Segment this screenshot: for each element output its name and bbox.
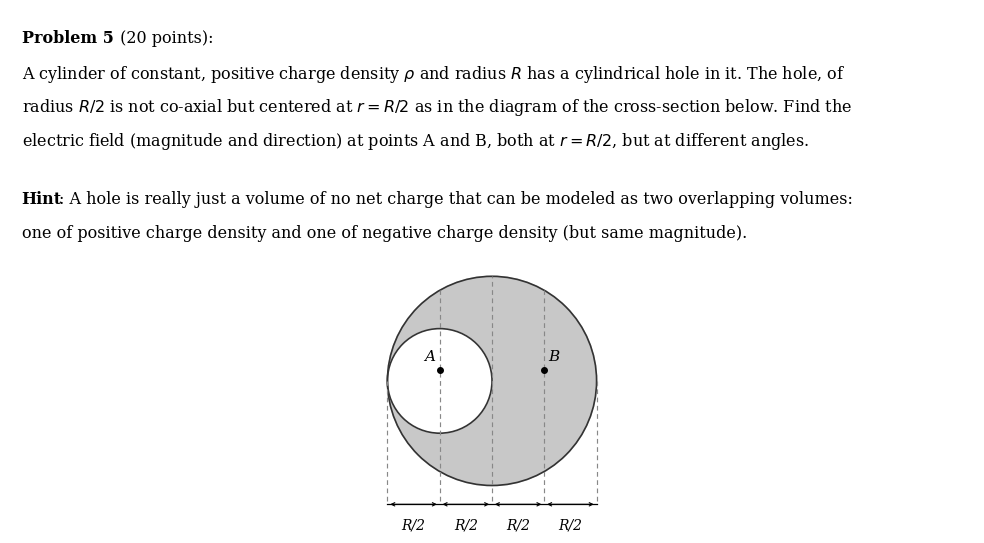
Text: A: A (424, 350, 435, 364)
Circle shape (388, 276, 596, 485)
Text: electric field (magnitude and direction) at points A and B, both at $r = R/2$, b: electric field (magnitude and direction)… (22, 131, 809, 152)
Text: A cylinder of constant, positive charge density $\rho$ and radius $R$ has a cyli: A cylinder of constant, positive charge … (22, 64, 845, 85)
Text: R/2: R/2 (559, 519, 583, 533)
Text: Problem 5: Problem 5 (22, 30, 113, 47)
Text: R/2: R/2 (454, 519, 478, 533)
Text: Hint: Hint (22, 192, 62, 209)
Circle shape (388, 329, 492, 433)
Text: (20 points):: (20 points): (115, 30, 214, 47)
Text: R/2: R/2 (401, 519, 425, 533)
Text: radius $R/2$ is not co-axial but centered at $r = R/2$ as in the diagram of the : radius $R/2$ is not co-axial but centere… (22, 97, 852, 118)
Text: B: B (548, 350, 560, 364)
Text: R/2: R/2 (506, 519, 530, 533)
Text: : A hole is really just a volume of no net charge that can be modeled as two ove: : A hole is really just a volume of no n… (59, 192, 853, 209)
Text: one of positive charge density and one of negative charge density (but same magn: one of positive charge density and one o… (22, 225, 747, 242)
